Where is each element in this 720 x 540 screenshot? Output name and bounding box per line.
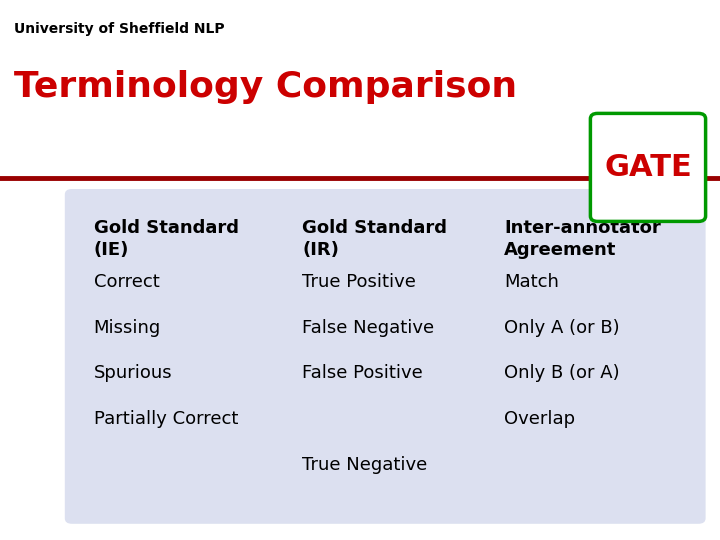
Text: Overlap: Overlap <box>504 410 575 428</box>
Text: Spurious: Spurious <box>94 364 172 382</box>
Text: Only B (or A): Only B (or A) <box>504 364 620 382</box>
Text: Gold Standard
(IE): Gold Standard (IE) <box>94 219 238 259</box>
Text: Missing: Missing <box>94 319 161 336</box>
Text: False Negative: False Negative <box>302 319 435 336</box>
Text: True Negative: True Negative <box>302 456 428 474</box>
Text: Terminology Comparison: Terminology Comparison <box>14 70 518 104</box>
Text: University of Sheffield NLP: University of Sheffield NLP <box>14 22 225 36</box>
Text: Only A (or B): Only A (or B) <box>504 319 620 336</box>
Text: Partially Correct: Partially Correct <box>94 410 238 428</box>
Text: Inter-annotator
Agreement: Inter-annotator Agreement <box>504 219 661 259</box>
Text: Match: Match <box>504 273 559 291</box>
FancyBboxPatch shape <box>590 113 706 221</box>
Text: Correct: Correct <box>94 273 159 291</box>
FancyBboxPatch shape <box>65 189 706 524</box>
Text: False Positive: False Positive <box>302 364 423 382</box>
Text: Gold Standard
(IR): Gold Standard (IR) <box>302 219 447 259</box>
Text: GATE: GATE <box>604 153 692 182</box>
Text: True Positive: True Positive <box>302 273 416 291</box>
